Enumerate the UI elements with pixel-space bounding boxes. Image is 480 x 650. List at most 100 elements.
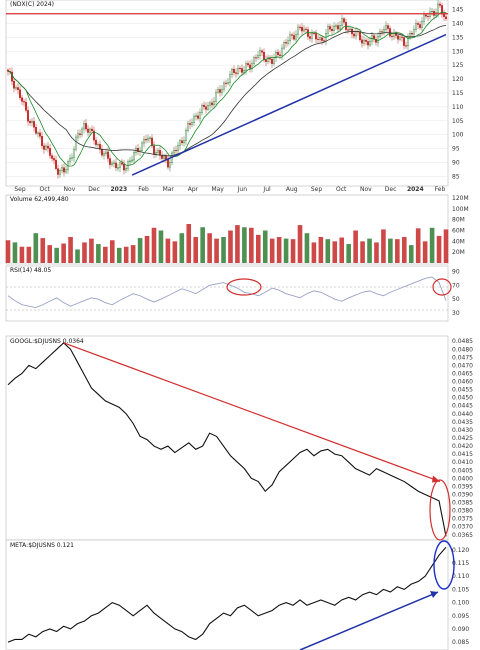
rsi-y-ticks: 90 70 50 30 xyxy=(452,268,460,317)
price-y-tick: 130 xyxy=(452,48,464,55)
volume-y-tick: 40M xyxy=(452,238,465,245)
googl-y-tick: 0.0410 xyxy=(452,459,473,466)
price-candle-body xyxy=(214,91,217,102)
volume-bar xyxy=(346,244,351,263)
volume-bar xyxy=(360,241,365,263)
price-candle-body xyxy=(86,128,89,133)
x-axis-tick: Oct xyxy=(40,186,51,193)
price-candle-body xyxy=(265,59,268,62)
x-axis-tick: Feb xyxy=(138,186,149,193)
price-candle-body xyxy=(53,158,56,161)
price-candle-body xyxy=(33,121,36,128)
volume-bar xyxy=(395,239,400,263)
price-candle-body xyxy=(198,112,201,119)
volume-bar xyxy=(144,235,150,263)
volume-bar xyxy=(269,238,275,263)
x-axis-tick: Jul xyxy=(262,186,271,193)
volume-bar xyxy=(75,249,80,263)
googl-y-tick: 0.0420 xyxy=(452,443,473,450)
price-candle-body xyxy=(206,105,209,110)
price-y-tick: 125 xyxy=(452,62,464,69)
googl-y-tick: 0.0450 xyxy=(452,395,473,402)
volume-bar xyxy=(228,230,233,263)
price-candle-body xyxy=(218,89,221,93)
volume-y-tick: 80M xyxy=(452,217,465,224)
volume-bar xyxy=(130,245,136,263)
googl-y-tick: 0.0470 xyxy=(452,362,473,369)
rsi-y-tick: 70 xyxy=(452,282,460,289)
price-candle-body xyxy=(427,15,430,17)
price-candle-body xyxy=(271,59,274,64)
price-candle-body xyxy=(55,159,58,169)
x-axis-tick: Aug xyxy=(286,186,298,193)
price-candle-body xyxy=(128,160,131,162)
price-ma-fast-line xyxy=(7,11,447,167)
price-candle-body xyxy=(182,140,185,144)
rsi-label: RSI(14) 48.05 xyxy=(10,267,51,274)
price-candle-body xyxy=(375,38,378,43)
price-candle-body xyxy=(27,110,30,122)
volume-bar xyxy=(408,245,414,263)
volume-bar xyxy=(297,225,303,263)
price-candle-body xyxy=(399,36,402,40)
price-candle-body xyxy=(248,64,251,69)
price-candle-body xyxy=(423,14,426,22)
price-candle-body xyxy=(160,155,163,159)
x-axis-tick: Nov xyxy=(64,186,76,193)
price-candle-body xyxy=(21,97,24,102)
meta-y-tick: 0.085 xyxy=(452,639,469,646)
price-candle-body xyxy=(234,72,237,74)
meta-y-tick: 0.100 xyxy=(452,600,469,607)
price-candle-body xyxy=(317,38,320,40)
price-candle-body xyxy=(305,28,308,30)
googl-y-tick: 0.0375 xyxy=(452,516,473,523)
price-candle-body xyxy=(114,162,117,169)
x-axis-tick: Mar xyxy=(163,186,175,193)
price-candle-body xyxy=(359,31,362,41)
price-y-tick: 85 xyxy=(452,173,460,180)
price-y-tick: 120 xyxy=(452,76,464,83)
meta-y-tick: 0.090 xyxy=(452,626,469,633)
googl-y-tick: 0.0365 xyxy=(452,532,473,539)
volume-y-tick: 100M xyxy=(452,206,469,213)
price-candle-body xyxy=(287,40,290,44)
price-y-tick: 110 xyxy=(452,104,464,111)
price-candle-body xyxy=(230,68,233,75)
price-candle-body xyxy=(333,25,336,31)
price-candle-body xyxy=(391,35,394,37)
price-candle-body xyxy=(315,33,318,40)
price-candle-body xyxy=(363,39,366,44)
volume-bar xyxy=(255,234,261,263)
price-candle-body xyxy=(196,115,199,119)
price-candle-body xyxy=(222,82,225,90)
meta-y-tick: 0.120 xyxy=(452,547,469,554)
x-axis-tick: Dec xyxy=(385,186,397,193)
volume-bar xyxy=(388,238,393,263)
meta-panel-frame xyxy=(5,539,449,650)
price-candle-body xyxy=(98,144,101,150)
price-candle-body xyxy=(321,37,324,41)
volume-bar xyxy=(12,242,18,263)
price-candle-body xyxy=(162,156,165,159)
price-candle-body xyxy=(355,31,358,37)
price-candle-body xyxy=(88,128,91,133)
price-candle-body xyxy=(43,145,46,150)
price-candle-body xyxy=(63,167,66,173)
googl-y-tick: 0.0395 xyxy=(452,483,473,490)
volume-bar xyxy=(332,241,338,263)
price-candle-body xyxy=(327,26,330,34)
price-candle-body xyxy=(72,148,75,158)
price-candle-body xyxy=(415,23,418,30)
price-candle-body xyxy=(347,29,350,31)
price-candle-body xyxy=(90,128,93,132)
price-candle-body xyxy=(61,167,64,171)
x-axis-tick: May xyxy=(211,186,224,193)
price-candle-body xyxy=(437,3,440,13)
googl-y-tick: 0.0485 xyxy=(452,338,473,345)
price-candle-body xyxy=(335,25,338,27)
volume-bar xyxy=(235,225,240,263)
price-candle-body xyxy=(232,68,235,73)
x-axis-tick: Sep xyxy=(14,186,26,193)
price-candle-body xyxy=(106,151,109,159)
volume-bar xyxy=(26,246,32,263)
